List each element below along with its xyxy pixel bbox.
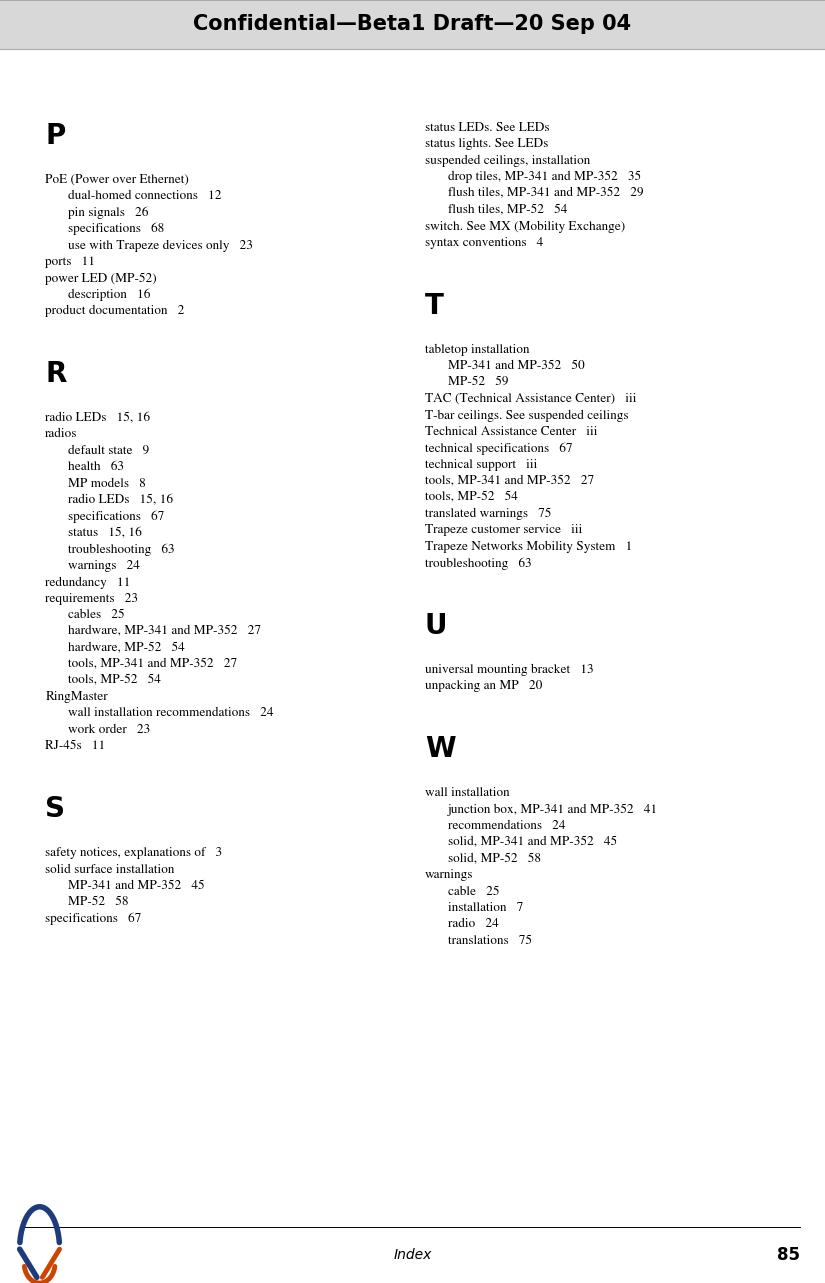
Text: cables   25: cables 25	[68, 609, 125, 621]
Text: U: U	[425, 612, 447, 640]
Text: MP-341 and MP-352   50: MP-341 and MP-352 50	[448, 361, 585, 372]
Text: syntax conventions   4: syntax conventions 4	[425, 237, 543, 249]
Text: MP models   8: MP models 8	[68, 477, 146, 490]
Text: RJ-45s   11: RJ-45s 11	[45, 740, 106, 752]
Text: W: W	[425, 735, 455, 763]
Text: T-bar ceilings. See suspended ceilings: T-bar ceilings. See suspended ceilings	[425, 409, 629, 422]
Text: T: T	[425, 291, 444, 319]
Text: junction box, MP-341 and MP-352   41: junction box, MP-341 and MP-352 41	[448, 803, 658, 816]
Text: Index: Index	[394, 1248, 431, 1261]
Bar	[0, 0, 825, 49]
Text: translated warnings   75: translated warnings 75	[425, 508, 551, 521]
Text: radio LEDs   15, 16: radio LEDs 15, 16	[45, 412, 150, 423]
Text: solid surface installation: solid surface installation	[45, 863, 175, 875]
Text: Confidential—Beta1 Draft—20 Sep 04: Confidential—Beta1 Draft—20 Sep 04	[193, 14, 632, 35]
Text: specifications   67: specifications 67	[68, 511, 165, 523]
Text: status LEDs. See LEDs: status LEDs. See LEDs	[425, 122, 549, 133]
Text: status lights. See LEDs: status lights. See LEDs	[425, 139, 548, 150]
Text: dual-homed connections   12: dual-homed connections 12	[68, 190, 222, 201]
Text: work order   23: work order 23	[68, 724, 151, 736]
Text: radio   24: radio 24	[448, 919, 499, 930]
Text: status   15, 16: status 15, 16	[68, 527, 142, 539]
Text: power LED (MP-52): power LED (MP-52)	[45, 272, 157, 285]
Text: pin signals   26: pin signals 26	[68, 207, 148, 219]
Text: drop tiles, MP-341 and MP-352   35: drop tiles, MP-341 and MP-352 35	[448, 171, 641, 183]
Text: MP-52   58: MP-52 58	[68, 897, 129, 908]
Text: tools, MP-52   54: tools, MP-52 54	[425, 491, 518, 503]
Text: unpacking an MP   20: unpacking an MP 20	[425, 680, 542, 693]
Text: recommendations   24: recommendations 24	[448, 820, 565, 831]
Text: warnings: warnings	[425, 870, 474, 881]
Text: requirements   23: requirements 23	[45, 593, 139, 604]
Text: warnings   24: warnings 24	[68, 559, 140, 572]
Text: specifications   67: specifications 67	[45, 913, 142, 925]
Text: Trapeze Networks Mobility System   1: Trapeze Networks Mobility System 1	[425, 540, 632, 553]
Text: tools, MP-52   54: tools, MP-52 54	[68, 675, 162, 686]
Text: Technical Assistance Center   iii: Technical Assistance Center iii	[425, 426, 597, 438]
Text: solid, MP-52   58: solid, MP-52 58	[448, 853, 541, 865]
Text: radio LEDs   15, 16: radio LEDs 15, 16	[68, 494, 173, 506]
Text: S: S	[45, 795, 65, 824]
Text: wall installation: wall installation	[425, 788, 510, 799]
Text: TAC (Technical Assistance Center)   iii: TAC (Technical Assistance Center) iii	[425, 393, 636, 404]
Text: radios: radios	[45, 429, 78, 440]
Text: safety notices, explanations of   3: safety notices, explanations of 3	[45, 847, 223, 860]
Text: hardware, MP-52   54: hardware, MP-52 54	[68, 642, 186, 654]
Text: solid, MP-341 and MP-352   45: solid, MP-341 and MP-352 45	[448, 837, 617, 848]
Text: tabletop installation: tabletop installation	[425, 344, 530, 355]
Text: R: R	[45, 361, 67, 389]
Text: tools, MP-341 and MP-352   27: tools, MP-341 and MP-352 27	[425, 475, 594, 486]
Text: specifications   68: specifications 68	[68, 223, 165, 236]
Text: ports   11: ports 11	[45, 255, 96, 268]
Text: troubleshooting   63: troubleshooting 63	[68, 544, 175, 556]
Text: health   63: health 63	[68, 462, 125, 473]
Text: tools, MP-341 and MP-352   27: tools, MP-341 and MP-352 27	[68, 658, 238, 670]
Text: flush tiles, MP-52   54: flush tiles, MP-52 54	[448, 204, 568, 216]
Text: default state   9: default state 9	[68, 445, 149, 457]
Text: MP-341 and MP-352   45: MP-341 and MP-352 45	[68, 880, 205, 892]
Text: troubleshooting   63: troubleshooting 63	[425, 557, 531, 570]
Text: switch. See MX (Mobility Exchange): switch. See MX (Mobility Exchange)	[425, 221, 625, 232]
Text: wall installation recommendations   24: wall installation recommendations 24	[68, 708, 274, 720]
Text: MP-52   59: MP-52 59	[448, 376, 508, 389]
Text: Trapeze customer service   iii: Trapeze customer service iii	[425, 525, 582, 536]
Text: use with Trapeze devices only   23: use with Trapeze devices only 23	[68, 240, 253, 251]
Text: installation   7: installation 7	[448, 902, 523, 913]
Text: universal mounting bracket   13: universal mounting bracket 13	[425, 665, 593, 676]
Text: PoE (Power over Ethernet): PoE (Power over Ethernet)	[45, 173, 189, 186]
Text: product documentation   2: product documentation 2	[45, 305, 185, 317]
Text: suspended ceilings, installation: suspended ceilings, installation	[425, 155, 590, 167]
Text: redundancy   11: redundancy 11	[45, 576, 130, 589]
Text: technical support   iii: technical support iii	[425, 458, 537, 471]
Text: flush tiles, MP-341 and MP-352   29: flush tiles, MP-341 and MP-352 29	[448, 187, 644, 199]
Text: RingMaster: RingMaster	[45, 692, 108, 703]
Text: 85: 85	[777, 1246, 800, 1264]
Text: technical specifications   67: technical specifications 67	[425, 443, 573, 454]
Text: description   16: description 16	[68, 289, 151, 302]
Text: cable   25: cable 25	[448, 885, 499, 898]
Text: hardware, MP-341 and MP-352   27: hardware, MP-341 and MP-352 27	[68, 626, 262, 638]
Text: translations   75: translations 75	[448, 935, 532, 947]
Text: P: P	[45, 122, 66, 150]
